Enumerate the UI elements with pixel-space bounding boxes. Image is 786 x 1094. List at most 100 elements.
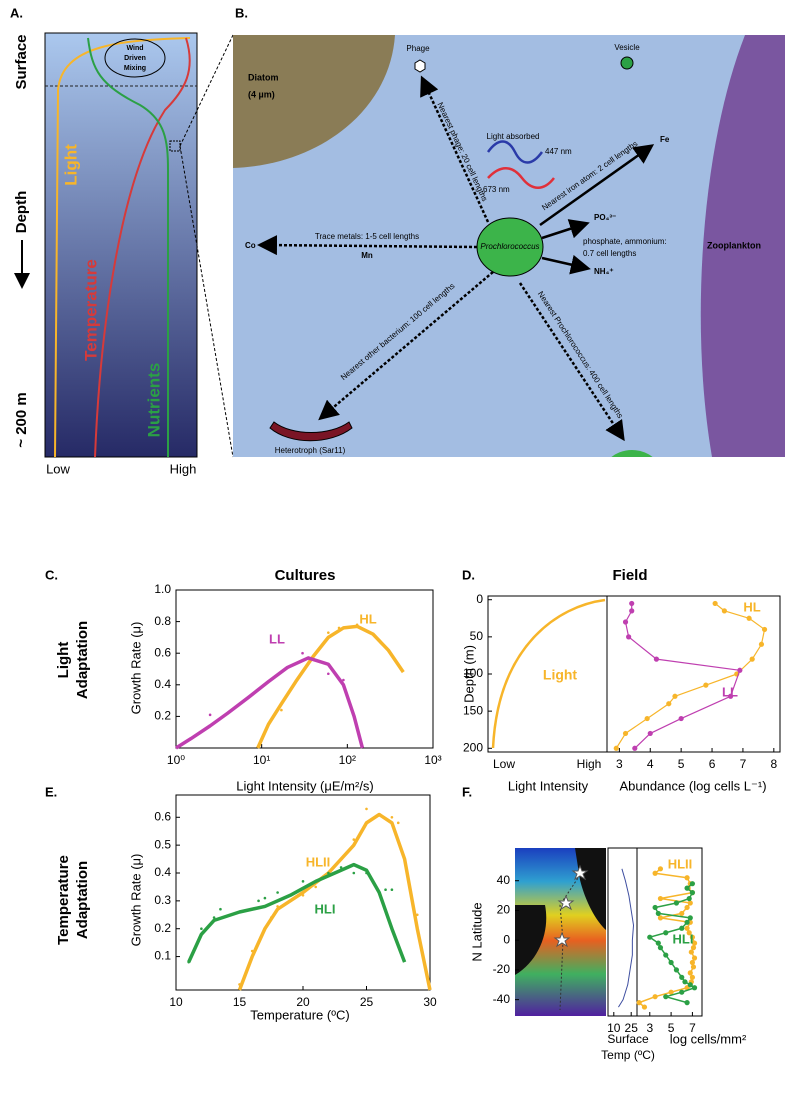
series-line [624,603,741,749]
neighbor-cell [611,450,653,457]
y-tick-label: 40 [497,873,511,887]
chart-title: Cultures [275,567,336,584]
measurement [352,838,356,841]
row-label: Light [55,642,72,679]
measurement [269,916,273,919]
x-axis-label: Light Intensity (μE/m²/s) [236,778,374,793]
light-curve [54,37,191,458]
data-point [679,910,685,917]
y-tick-label: 0.5 [154,837,171,851]
data-point [684,1000,690,1006]
wave-673: 673 nm [483,185,510,194]
data-point [622,730,629,737]
depth-label: Depth [13,191,30,234]
temperature-label: Temperature [81,259,100,361]
data-point [679,989,685,995]
measurement [390,888,394,892]
x-tick-label: 25 [360,995,374,1009]
data-point [652,870,658,876]
x-tick-label: 30 [423,995,437,1009]
data-point [712,600,718,607]
y-tick-label: 0 [476,592,483,606]
arrow-iron [539,144,655,227]
light-curve [491,598,606,749]
nh4-label: NH₄⁺ [594,267,614,276]
stations [553,864,589,948]
data-point [657,895,664,902]
measurement [339,857,343,861]
x-tick-label: 10 [607,1021,621,1035]
data-point [689,974,696,980]
measurement [208,713,212,717]
x-tick-label: 5 [668,1021,675,1035]
series-label: LL [722,684,738,699]
y-axis-label: Growth Rate (μ) [128,854,143,947]
vesicle [620,56,634,70]
series-line [618,868,635,1008]
data-point [668,959,674,966]
panel-letter: B. [235,5,248,20]
phosphate-label: 0.7 cell lengths [583,249,636,258]
data-point [684,904,690,911]
plot-frame [606,595,781,753]
series-label: HLI [673,931,694,946]
measurement [327,672,330,676]
measurement [257,899,260,903]
measurement [212,916,216,919]
phage-label: Phage [406,44,430,53]
data-point [629,608,635,614]
x-tick-label: 8 [770,757,777,771]
y-axis-label: Growth Rate (μ) [128,622,143,715]
y-tick-label: -20 [493,962,511,976]
mixing-label: Mixing [124,65,146,72]
water-column [44,32,198,458]
x-tick-label: 10² [339,753,356,767]
measurement [403,857,406,861]
x-tick-label: 10⁰ [167,753,185,767]
phage [414,59,426,73]
data-point [678,715,684,722]
series-label: HLII [306,854,331,869]
heterotroph-label: Heterotroph (Sar11) [275,446,346,455]
panel-a: A. Wind Driven Mixing Surface Depth ~ 20… [10,5,234,476]
data-point [641,1004,648,1010]
data-point [657,866,664,872]
arrow-phosphate [541,219,590,240]
measurement [365,807,368,811]
measurement [327,871,330,875]
measurement [342,678,345,682]
y-tick-label: 0.2 [154,709,171,723]
row-label: Adaptation [74,621,91,699]
diatom-size: (4 µm) [248,89,275,99]
temperature-curve [94,37,191,458]
data-point [679,925,685,931]
y-tick-label: 0.4 [154,865,171,879]
data-point [691,955,698,961]
measurement [355,623,359,627]
x-axis-label: Surface [607,1032,649,1046]
data-point [687,970,693,976]
mixing-loop [104,38,166,78]
x-tick-label: 10³ [424,753,441,767]
axis-high: High [170,461,197,476]
data-point [688,949,694,955]
y-tick-label: 20 [497,903,511,917]
po4-label: PO₄³⁻ [594,213,616,222]
wave-blue [486,140,544,164]
data-point [663,930,669,936]
data-point [663,952,669,958]
x-tick-label: 7 [689,1021,696,1035]
y-tick-label: 0.1 [154,949,171,963]
x-tick-label: 6 [709,757,716,771]
data-point [689,881,696,887]
data-point [673,967,680,973]
measurement [377,813,381,816]
prochlorococcus [476,217,544,277]
x-tick-label: 10 [169,995,183,1009]
measurement [267,680,270,683]
data-point [758,641,765,647]
measurement [352,871,356,875]
series-label: HL [743,599,760,614]
data-point [703,682,709,688]
phosphate-label: phosphate, ammonium: [583,237,667,246]
